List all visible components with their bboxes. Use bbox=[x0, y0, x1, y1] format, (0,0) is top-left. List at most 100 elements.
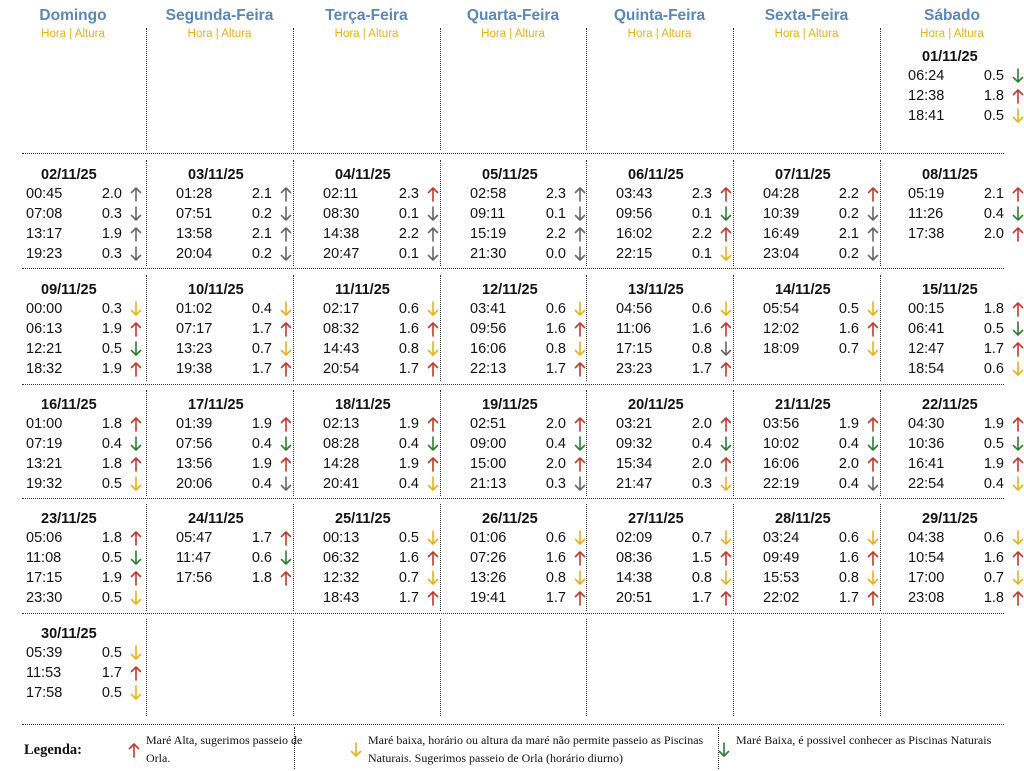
day-cell: 10/11/25 01:02 0.4 07:17 1.7 13:23 0.7 19:38 1.7 bbox=[146, 281, 293, 385]
column-divider bbox=[440, 504, 441, 611]
tide-time: 18:09 bbox=[763, 341, 800, 357]
legend-divider bbox=[718, 727, 719, 769]
arrow-down-icon bbox=[574, 570, 586, 586]
day-header-5: Sexta-Feira Hora | Altura bbox=[733, 6, 880, 41]
column-subheader: Hora | Altura bbox=[334, 28, 399, 40]
tide-height: 0.6 bbox=[838, 530, 859, 546]
tide-time: 22:13 bbox=[470, 361, 507, 377]
arrow-down-icon bbox=[427, 436, 439, 452]
tide-entry: 07:08 0.3 bbox=[26, 204, 146, 224]
column-divider bbox=[146, 160, 147, 266]
tide-time: 20:47 bbox=[323, 246, 360, 262]
tide-entry: 04:38 0.6 bbox=[908, 528, 1024, 548]
tide-height: 1.7 bbox=[691, 361, 712, 377]
tide-entry: 14:28 1.9 bbox=[323, 454, 443, 474]
tide-height: 0.8 bbox=[691, 570, 712, 586]
tide-entry: 04:56 0.6 bbox=[616, 299, 736, 319]
tide-time: 05:06 bbox=[26, 530, 63, 546]
tide-entry: 23:30 0.5 bbox=[26, 588, 146, 608]
tide-entry: 07:17 1.7 bbox=[176, 319, 296, 339]
column-divider bbox=[293, 619, 294, 716]
tide-time: 08:36 bbox=[616, 550, 653, 566]
day-cell: 06/11/25 03:43 2.3 09:56 0.1 16:02 2.2 22:15 0.1 bbox=[586, 166, 733, 270]
column-subheader: Hora | Altura bbox=[481, 28, 545, 40]
column-subheader: Hora | Altura bbox=[627, 28, 692, 40]
tide-entry: 16:06 0.8 bbox=[470, 339, 590, 359]
tide-time: 07:51 bbox=[176, 206, 213, 222]
tide-height: 0.5 bbox=[838, 301, 859, 317]
tide-height: 2.1 bbox=[838, 226, 859, 242]
tide-height: 2.0 bbox=[691, 456, 712, 472]
tide-entry: 02:13 1.9 bbox=[323, 414, 443, 434]
column-divider bbox=[146, 504, 147, 611]
tide-height: 1.7 bbox=[691, 590, 712, 606]
tide-height: 1.8 bbox=[983, 301, 1004, 317]
arrow-down-icon bbox=[280, 206, 292, 222]
legend-title: Legenda: bbox=[24, 742, 82, 758]
arrow-up-icon bbox=[720, 590, 732, 606]
tide-time: 00:45 bbox=[26, 186, 63, 202]
tide-entry: 09:56 0.1 bbox=[616, 204, 736, 224]
tide-height: 2.1 bbox=[251, 226, 272, 242]
tide-entry: 13:23 0.7 bbox=[176, 339, 296, 359]
tide-time: 02:09 bbox=[616, 530, 653, 546]
tide-time: 10:36 bbox=[908, 436, 945, 452]
tide-entry: 12:21 0.5 bbox=[26, 339, 146, 359]
tide-height: 0.6 bbox=[545, 301, 566, 317]
tide-entry: 15:53 0.8 bbox=[763, 568, 883, 588]
tide-entry: 01:00 1.8 bbox=[26, 414, 146, 434]
tide-time: 01:39 bbox=[176, 416, 213, 432]
day-date: 06/11/25 bbox=[628, 167, 684, 183]
tide-time: 12:02 bbox=[763, 321, 800, 337]
tide-entry: 09:00 0.4 bbox=[470, 434, 590, 454]
tide-entry: 19:32 0.5 bbox=[26, 474, 146, 494]
tide-entry: 08:28 0.4 bbox=[323, 434, 443, 454]
tide-entry: 20:06 0.4 bbox=[176, 474, 296, 494]
tide-entry: 00:00 0.3 bbox=[26, 299, 146, 319]
tide-height: 0.1 bbox=[398, 206, 419, 222]
tide-time: 06:32 bbox=[323, 550, 360, 566]
tide-entry: 22:13 1.7 bbox=[470, 359, 590, 379]
tide-height: 0.6 bbox=[983, 361, 1004, 377]
tide-time: 13:23 bbox=[176, 341, 213, 357]
tide-entry: 21:30 0.0 bbox=[470, 244, 590, 264]
arrow-up-icon bbox=[574, 456, 586, 472]
tide-time: 19:23 bbox=[26, 246, 63, 262]
tide-entry: 02:58 2.3 bbox=[470, 184, 590, 204]
tide-height: 1.7 bbox=[251, 530, 272, 546]
arrow-up-icon bbox=[427, 186, 439, 202]
arrow-down-icon bbox=[574, 246, 586, 262]
tide-entry: 06:32 1.6 bbox=[323, 548, 443, 568]
tide-height: 1.9 bbox=[398, 456, 419, 472]
column-divider bbox=[293, 275, 294, 381]
tide-entry: 02:09 0.7 bbox=[616, 528, 736, 548]
tide-height: 0.3 bbox=[101, 301, 122, 317]
arrow-up-icon bbox=[130, 226, 142, 242]
arrow-up-icon bbox=[427, 590, 439, 606]
arrow-down-icon bbox=[130, 550, 142, 566]
tide-height: 1.9 bbox=[983, 456, 1004, 472]
day-date: 16/11/25 bbox=[41, 397, 97, 413]
tide-entry: 17:00 0.7 bbox=[908, 568, 1024, 588]
tide-height: 1.9 bbox=[251, 456, 272, 472]
column-divider bbox=[146, 28, 147, 150]
day-cell: 11/11/25 02:17 0.6 08:32 1.6 14:43 0.8 20:54 1.7 bbox=[293, 281, 440, 385]
day-date: 05/11/25 bbox=[482, 167, 538, 183]
tide-entry: 22:54 0.4 bbox=[908, 474, 1024, 494]
tide-entry: 11:08 0.5 bbox=[26, 548, 146, 568]
arrow-down-icon bbox=[720, 476, 732, 492]
tide-time: 23:08 bbox=[908, 590, 945, 606]
day-date: 30/11/25 bbox=[41, 626, 97, 642]
day-cell: 21/11/25 03:56 1.9 10:02 0.4 16:06 2.0 22:19 0.4 bbox=[733, 396, 880, 500]
tide-time: 17:56 bbox=[176, 570, 213, 586]
tide-height: 2.2 bbox=[398, 226, 419, 242]
arrow-down-icon bbox=[720, 570, 732, 586]
tide-time: 23:23 bbox=[616, 361, 653, 377]
tide-entry: 06:13 1.9 bbox=[26, 319, 146, 339]
day-cell: 29/11/25 04:38 0.6 10:54 1.6 17:00 0.7 23:08 1.8 bbox=[880, 510, 1024, 614]
tide-height: 2.3 bbox=[398, 186, 419, 202]
column-divider bbox=[733, 390, 734, 496]
column-divider bbox=[440, 160, 441, 266]
arrow-down-icon bbox=[1012, 68, 1024, 84]
tide-entry: 20:47 0.1 bbox=[323, 244, 443, 264]
